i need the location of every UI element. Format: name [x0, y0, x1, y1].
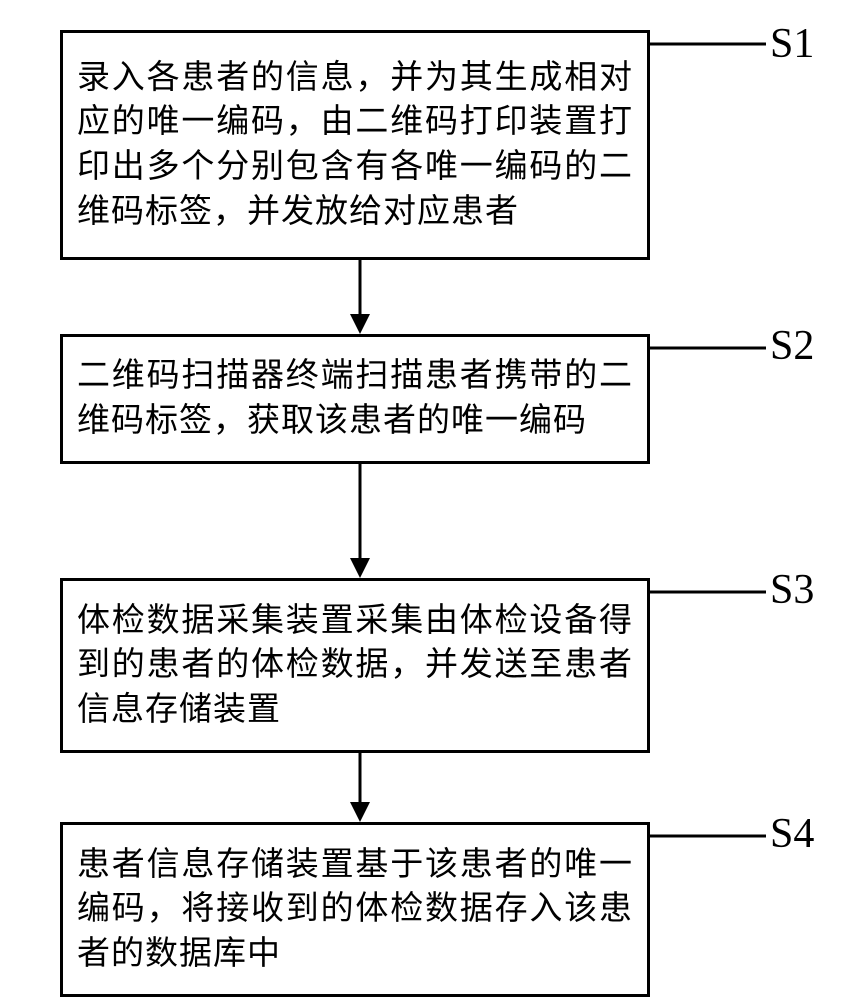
step-text: 录入各患者的信息，并为其生成相对应的唯一编码，由二维码打印装置打印出多个分别包含… — [77, 56, 633, 234]
step-label-s2: S2 — [770, 322, 814, 370]
flowchart-step-s1: 录入各患者的信息，并为其生成相对应的唯一编码，由二维码打印装置打印出多个分别包含… — [60, 30, 650, 260]
flowchart-container: 录入各患者的信息，并为其生成相对应的唯一编码，由二维码打印装置打印出多个分别包含… — [0, 0, 857, 1000]
flowchart-step-s4: 患者信息存储装置基于该患者的唯一编码，将接收到的体检数据存入该患者的数据库中 — [60, 822, 650, 997]
step-label-s1: S1 — [770, 20, 814, 68]
arrow-s2-s3 — [340, 464, 380, 578]
arrow-s3-s4 — [340, 753, 380, 822]
step-text: 患者信息存储装置基于该患者的唯一编码，将接收到的体检数据存入该患者的数据库中 — [77, 843, 633, 977]
step-label-s3: S3 — [770, 566, 814, 614]
arrow-s1-s2 — [340, 260, 380, 334]
step-text: 体检数据采集装置采集由体检设备得到的患者的体检数据，并发送至患者信息存储装置 — [77, 599, 633, 733]
step-label-s4: S4 — [770, 810, 814, 858]
step-text: 二维码扫描器终端扫描患者携带的二维码标签，获取该患者的唯一编码 — [77, 354, 633, 443]
flowchart-step-s2: 二维码扫描器终端扫描患者携带的二维码标签，获取该患者的唯一编码 — [60, 334, 650, 464]
flowchart-step-s3: 体检数据采集装置采集由体检设备得到的患者的体检数据，并发送至患者信息存储装置 — [60, 578, 650, 753]
